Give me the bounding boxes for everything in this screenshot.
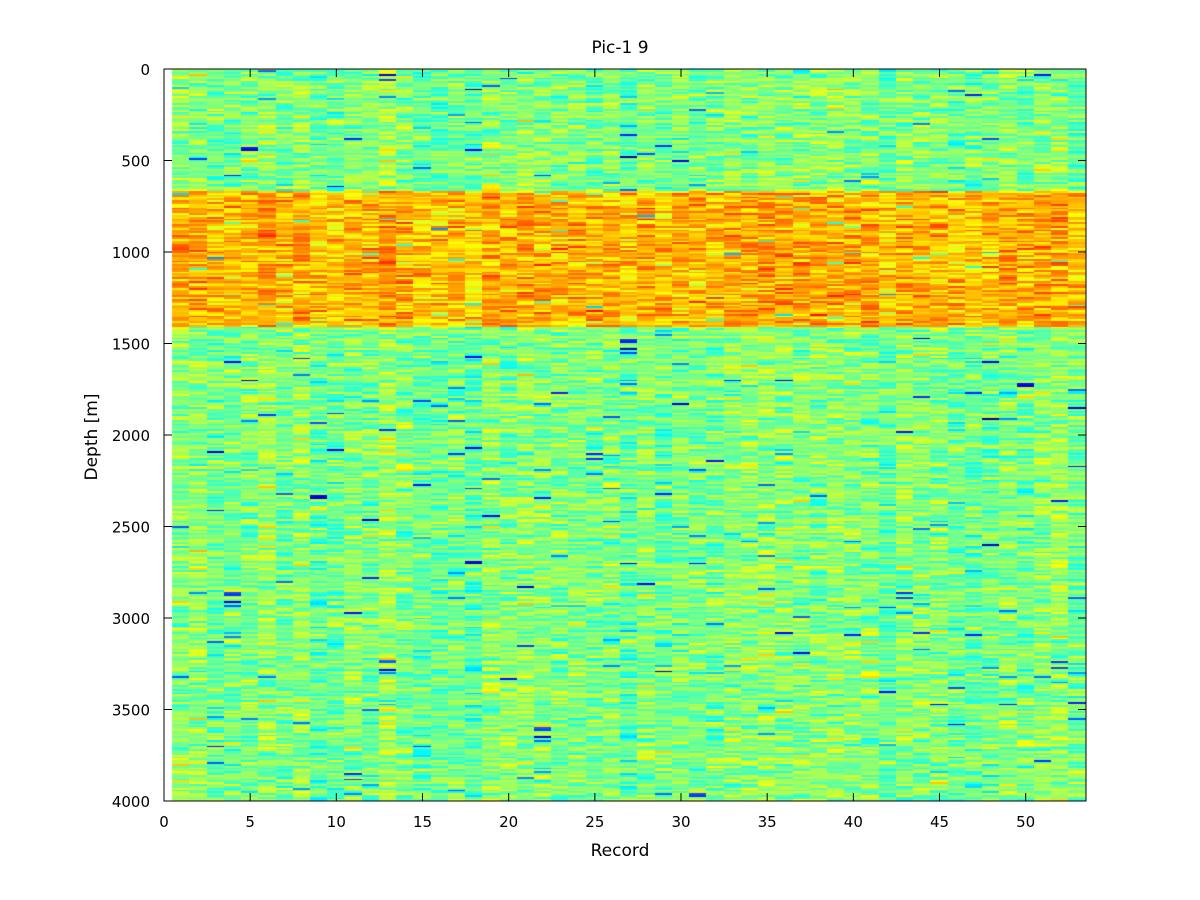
x-tick-label: 45 [930,813,949,831]
y-tick-label: 0 [140,61,150,79]
x-axis-label: Record [591,841,650,861]
heatmap-cells [164,69,1086,801]
y-tick-label: 500 [121,153,150,171]
x-tick-label: 50 [1016,813,1035,831]
y-tick-label: 2000 [112,427,150,445]
chart-title: Pic-1 9 [591,38,648,58]
y-tick-label: 2500 [112,519,150,537]
y-tick-label: 1500 [112,336,150,354]
x-tick-label: 40 [844,813,863,831]
y-axis-label: Depth [m] [82,393,102,480]
x-tick-label: 10 [327,813,346,831]
x-tick-label: 20 [499,813,518,831]
y-tick-label: 1000 [112,244,150,262]
x-tick-label: 30 [671,813,690,831]
x-tick-label: 15 [413,813,432,831]
y-tick-label: 4000 [112,793,150,811]
heatmap-image [164,69,1086,801]
y-tick-label: 3500 [112,702,150,720]
x-tick-label: 5 [245,813,255,831]
x-axis: 0 5 10 15 20 25 30 35 40 45 50 [159,69,1035,831]
x-tick-label: 35 [758,813,777,831]
x-tick-label: 25 [585,813,604,831]
x-tick-label: 0 [159,813,169,831]
y-axis: 0 500 1000 1500 2000 2500 3000 3500 4000 [112,61,1086,811]
y-tick-label: 3000 [112,610,150,628]
